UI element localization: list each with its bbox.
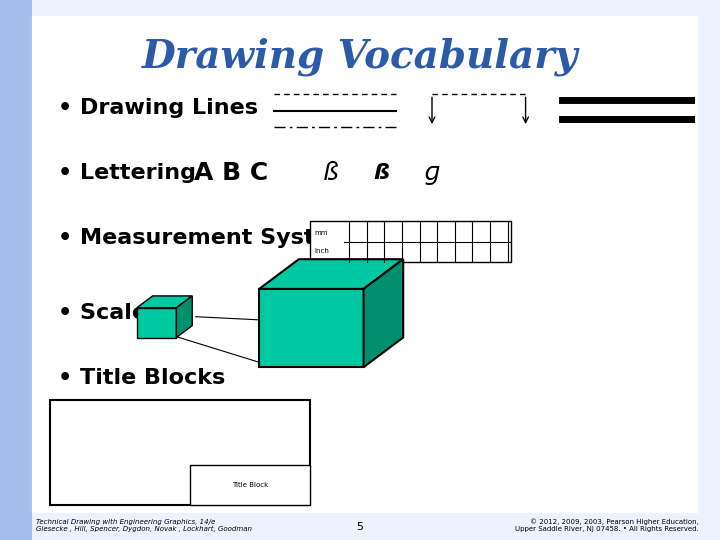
Text: 5: 5 — [356, 522, 364, 532]
Text: • Title Blocks: • Title Blocks — [58, 368, 225, 388]
Polygon shape — [137, 296, 192, 308]
Polygon shape — [364, 259, 403, 367]
Polygon shape — [176, 296, 192, 338]
Text: mm: mm — [314, 230, 328, 236]
Text: A B C: A B C — [194, 161, 269, 185]
Text: • Measurement Systems: • Measurement Systems — [58, 227, 366, 248]
Text: Inch: Inch — [314, 247, 329, 254]
Polygon shape — [137, 308, 176, 338]
Text: Technical Drawing with Engineering Graphics, 14/e
Giesecke , Hill, Spencer, Dygd: Technical Drawing with Engineering Graph… — [36, 518, 252, 532]
Polygon shape — [259, 259, 403, 289]
Text: ɡ: ɡ — [424, 161, 440, 185]
Text: • Drawing Lines: • Drawing Lines — [58, 98, 258, 118]
Text: ß: ß — [374, 163, 390, 183]
Bar — [0, 0, 32, 540]
Text: ß: ß — [323, 161, 339, 185]
Bar — [190, 465, 310, 505]
Bar — [50, 400, 310, 505]
Bar — [310, 221, 511, 262]
Text: © 2012, 2009, 2003, Pearson Higher Education,
Upper Saddle River, NJ 07458. • Al: © 2012, 2009, 2003, Pearson Higher Educa… — [515, 518, 698, 532]
Text: Drawing Vocabulary: Drawing Vocabulary — [142, 38, 578, 76]
Text: • Lettering: • Lettering — [58, 163, 196, 183]
Text: Title Block: Title Block — [232, 482, 268, 488]
Polygon shape — [259, 289, 364, 367]
Text: • Scale: • Scale — [58, 303, 147, 323]
